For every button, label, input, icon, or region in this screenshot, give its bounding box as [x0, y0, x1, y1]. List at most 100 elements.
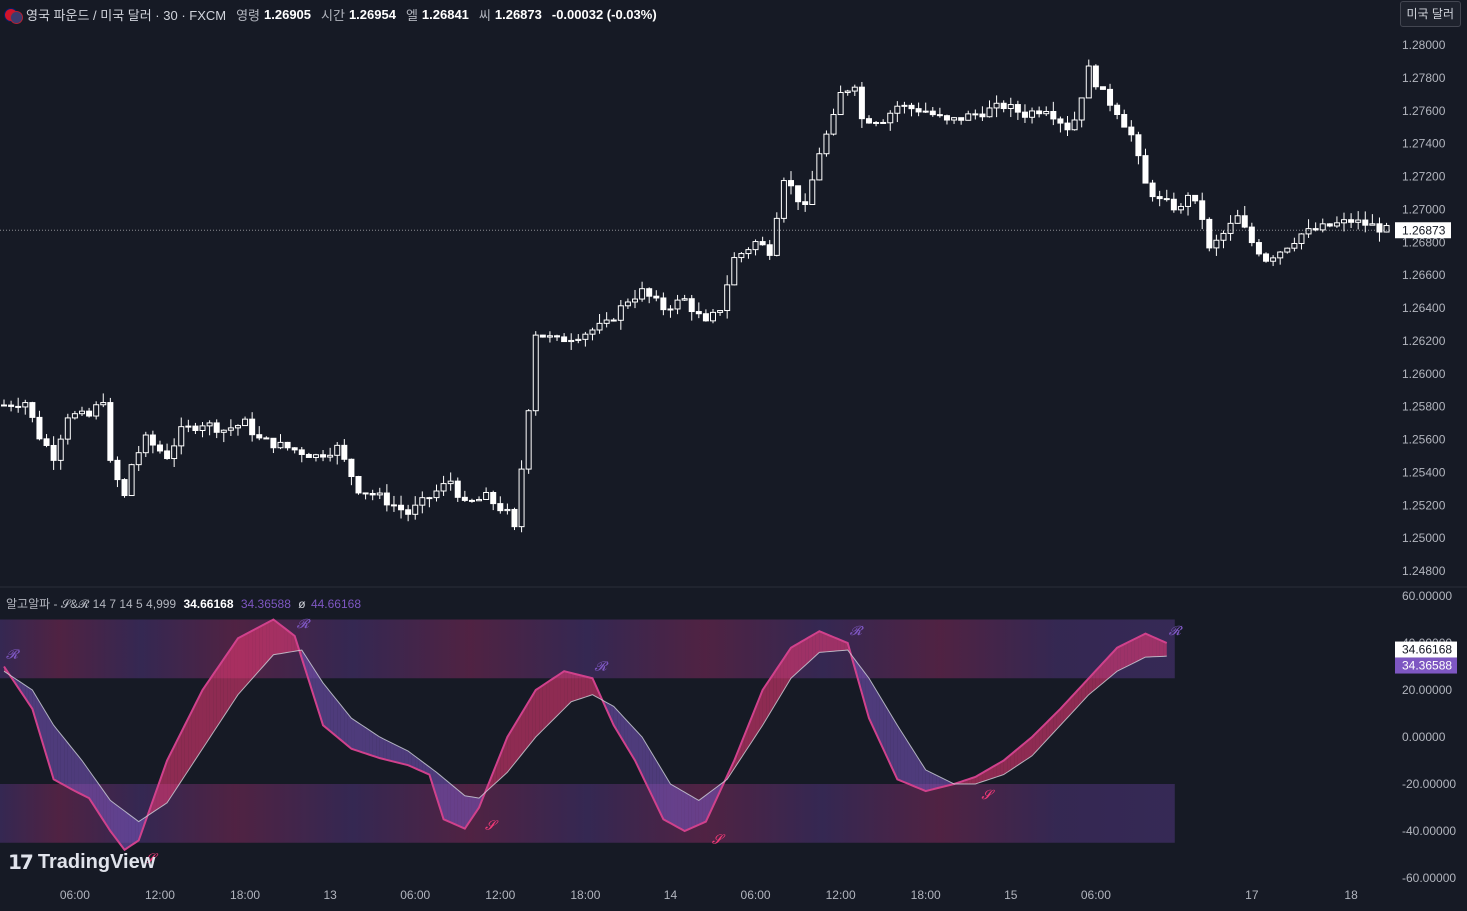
oscillator-fill — [649, 748, 653, 798]
candle — [575, 334, 582, 344]
candle-body — [1177, 205, 1184, 211]
oscillator-fill — [248, 630, 253, 683]
candle — [929, 107, 936, 117]
oscillator-fill — [638, 733, 643, 776]
candle — [674, 294, 681, 315]
oscillator-fill — [1024, 739, 1029, 761]
oscillator-fill — [383, 738, 387, 760]
oscillator-fill — [1000, 760, 1004, 776]
candle — [64, 413, 71, 445]
candle — [483, 487, 490, 500]
candle-body — [263, 437, 270, 440]
currency-button[interactable]: 미국 달러 — [1399, 1, 1461, 27]
candle-body — [234, 425, 241, 429]
oscillator-fill — [21, 682, 26, 699]
candle — [688, 294, 695, 321]
candle — [518, 460, 525, 533]
oscillator-fill — [542, 682, 547, 730]
oscillator-fill — [1099, 662, 1103, 686]
oscillator-fill — [344, 709, 348, 746]
oscillator-fill — [230, 643, 235, 706]
candle-body — [43, 438, 50, 446]
candle-body — [915, 108, 922, 113]
candle — [1078, 97, 1085, 128]
candle-body — [667, 308, 674, 311]
candle-body — [858, 86, 865, 120]
oscillator-fill — [549, 678, 554, 723]
candle — [1270, 255, 1277, 267]
price-axis[interactable]: 1.28000 1.27800 1.27600 1.27400 1.27200 1.270… — [0, 38, 1457, 885]
oscillator-fill — [443, 778, 448, 821]
oscillator-fill — [184, 718, 189, 776]
candle-body — [1383, 224, 1390, 233]
indicator-name[interactable]: 알고알파 - — [6, 597, 58, 611]
candle-body — [419, 497, 426, 506]
candle — [1263, 252, 1270, 263]
oscillator-fill — [347, 713, 352, 749]
candle — [71, 410, 78, 420]
candle-body — [1270, 257, 1277, 262]
candle — [1043, 106, 1050, 117]
tradingview-logo[interactable]: 𝟭𝟳 TradingView — [8, 850, 155, 875]
oscillator-fill — [503, 737, 508, 776]
candle-body — [972, 113, 979, 116]
oscillator-fill — [691, 796, 696, 828]
candle — [348, 458, 355, 486]
oscillator-fill — [376, 734, 380, 759]
oscillator-fill — [198, 690, 203, 755]
oscillator-fill — [386, 740, 391, 761]
candle-body — [78, 410, 85, 415]
oscillator-fill — [362, 725, 366, 754]
candle — [1135, 131, 1142, 165]
candle-body — [936, 114, 943, 117]
candle-body — [1107, 88, 1114, 106]
candle-body — [951, 117, 958, 121]
oscillator-fill — [120, 808, 125, 850]
candle-body — [1348, 219, 1355, 223]
candle-body — [1128, 126, 1135, 136]
candle-body — [1021, 111, 1028, 118]
time-axis[interactable]: 06:00 12:00 18:00 13 06:00 12:00 18:00 14 06:00 1… — [60, 888, 1358, 902]
symbol-title[interactable]: 영국 파운드 / 미국 달러 · 30 · FXCM — [26, 8, 227, 23]
candle-body — [660, 297, 667, 311]
oscillator-fill — [890, 713, 894, 772]
candle-body — [1199, 200, 1206, 220]
oscillator-fill — [688, 794, 692, 830]
main-pane[interactable] — [1, 59, 1390, 533]
oscillator-fill — [319, 677, 324, 726]
low-value: 1.26841 — [421, 7, 469, 22]
oscillator-fill — [50, 719, 54, 780]
time-tick-label: 18 — [1344, 888, 1358, 902]
candle — [1007, 97, 1014, 118]
oscillator-fill — [776, 663, 781, 702]
oscillator-fill — [794, 643, 799, 676]
oscillator-fill — [206, 679, 210, 744]
candle — [1369, 214, 1376, 226]
candle-body — [1333, 222, 1340, 227]
oscillator-fill — [936, 775, 940, 789]
oscillator-fill — [932, 773, 937, 790]
candle — [830, 108, 837, 136]
candle-body — [873, 121, 880, 124]
candle — [1234, 209, 1241, 224]
oscillator-fill — [415, 756, 419, 770]
oscillator-fill — [759, 690, 763, 731]
candle-body — [312, 454, 319, 458]
signal-line — [3, 649, 1167, 823]
resistance-marker: 𝓡 — [594, 659, 609, 674]
candle — [710, 308, 716, 324]
oscillator-fill — [1003, 757, 1008, 775]
candle — [1298, 233, 1305, 250]
oscillator-fill — [337, 700, 341, 740]
candle — [681, 294, 688, 301]
indicator-tick-label: -60.00000 — [1402, 871, 1456, 885]
indicator-params: 𝓢&𝓡 14 7 14 5 4,999 — [60, 597, 177, 611]
candle-body — [610, 319, 617, 322]
candle — [943, 114, 950, 125]
candle — [908, 102, 915, 117]
candle-body — [1369, 223, 1376, 226]
oscillator-fill — [826, 634, 830, 652]
candle — [1185, 192, 1192, 216]
